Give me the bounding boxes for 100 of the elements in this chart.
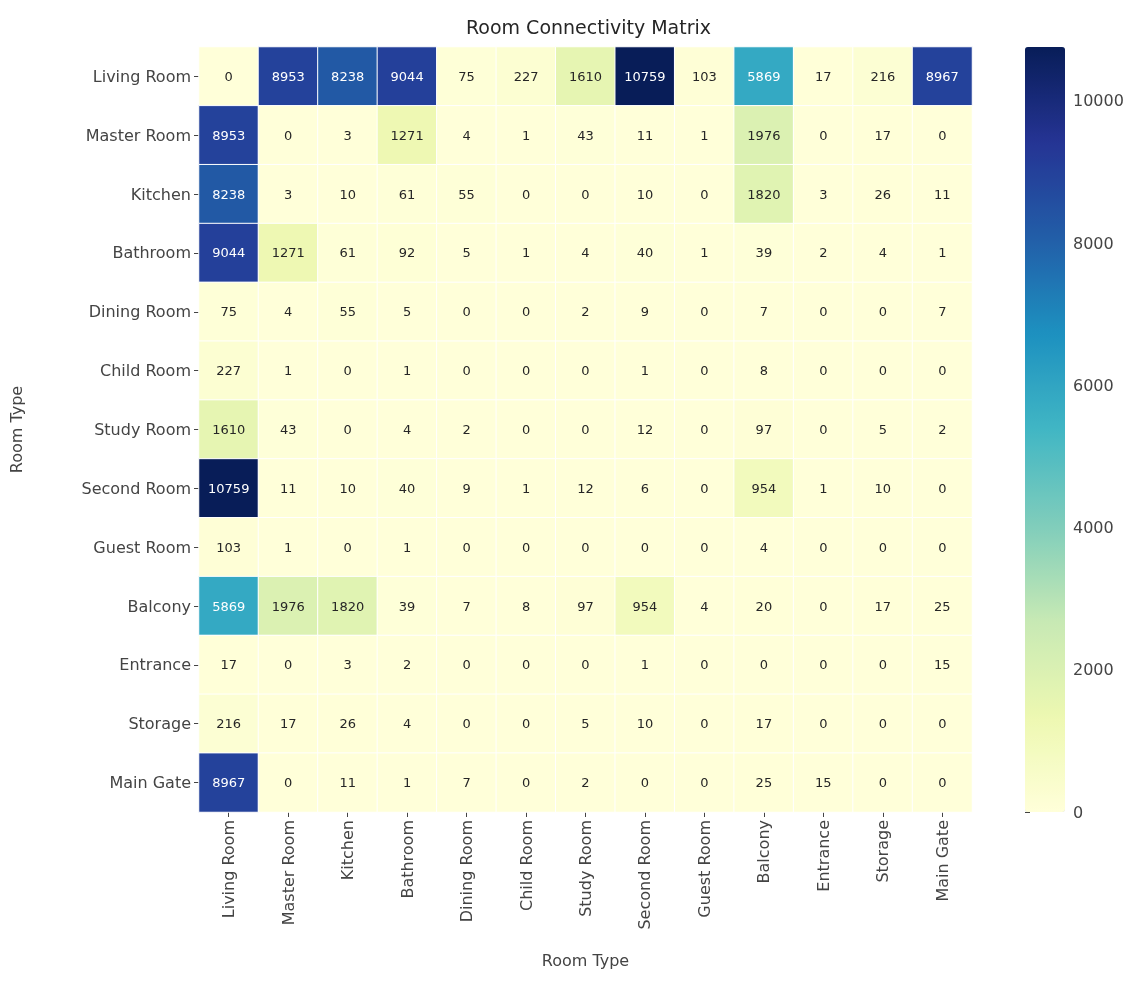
data-label: 15 xyxy=(934,657,951,673)
data-label: 0 xyxy=(700,775,709,791)
data-label: 227 xyxy=(513,68,539,84)
data-label: 0 xyxy=(343,539,352,555)
data-label: 8238 xyxy=(212,186,246,202)
data-label: 1 xyxy=(700,245,709,261)
data-label: 0 xyxy=(819,716,828,732)
data-label: 5 xyxy=(581,716,590,732)
data-label: 0 xyxy=(878,716,887,732)
data-label: 4 xyxy=(402,422,412,437)
data-label: 20 xyxy=(755,598,773,614)
data-label: 103 xyxy=(692,68,717,84)
x-tick-label: Kitchen xyxy=(338,820,358,881)
data-label: 97 xyxy=(577,598,594,614)
data-label: 3 xyxy=(343,127,352,143)
data-label: 0 xyxy=(521,716,531,732)
data-label: 0 xyxy=(819,422,828,437)
data-label: 1271 xyxy=(271,245,305,261)
data-label: 0 xyxy=(878,657,887,673)
y-tick-label: Dining Room xyxy=(88,302,191,322)
data-label: 0 xyxy=(640,775,650,791)
data-label: 0 xyxy=(521,186,531,202)
data-label: 0 xyxy=(343,363,352,379)
data-label: 10 xyxy=(874,480,892,496)
chart-title: Room Connectivity Matrix xyxy=(465,15,712,38)
data-label: 1820 xyxy=(331,598,365,614)
color-bar-label: 4000 xyxy=(1073,518,1114,538)
data-label: 0 xyxy=(521,539,531,555)
data-label: 4 xyxy=(462,127,471,143)
data-label: 1 xyxy=(521,480,531,496)
x-tick-label: Entrance xyxy=(813,820,833,892)
data-label: 3 xyxy=(284,186,293,202)
data-label: 5 xyxy=(402,304,412,320)
y-tick-label: Master Room xyxy=(85,125,191,145)
color-bar-label: 0 xyxy=(1073,802,1084,822)
data-label: 61 xyxy=(398,186,416,202)
data-label: 1 xyxy=(938,245,947,261)
data-label: 2 xyxy=(938,422,947,437)
data-label: 5 xyxy=(462,245,471,261)
data-label: 17 xyxy=(874,127,892,143)
data-label: 0 xyxy=(462,304,471,320)
data-label: 0 xyxy=(700,304,709,320)
data-label: 0 xyxy=(700,186,709,202)
y-tick-label: Guest Room xyxy=(93,537,191,557)
data-label: 0 xyxy=(938,363,947,379)
data-label: 1271 xyxy=(390,127,424,143)
color-bar-label: 8000 xyxy=(1073,233,1114,253)
data-label: 92 xyxy=(398,245,416,261)
data-label: 17 xyxy=(279,716,297,732)
y-tick-label: Living Room xyxy=(92,66,191,86)
data-label: 7 xyxy=(462,598,471,614)
data-label: 10759 xyxy=(208,480,250,496)
data-label: 4 xyxy=(284,304,293,320)
data-label: 17 xyxy=(220,657,237,673)
data-label: 43 xyxy=(577,127,594,143)
data-label: 1 xyxy=(284,539,293,555)
data-label: 0 xyxy=(819,304,828,320)
x-tick-label: Balcony xyxy=(754,820,774,884)
data-label: 216 xyxy=(216,716,242,732)
data-label: 0 xyxy=(938,539,947,555)
data-label: 25 xyxy=(755,775,773,791)
x-tick-label: Master Room xyxy=(278,820,298,926)
data-label: 8953 xyxy=(212,127,246,143)
data-label: 1 xyxy=(402,775,412,791)
data-label: 0 xyxy=(521,422,531,437)
data-label: 7 xyxy=(759,304,769,320)
data-label: 0 xyxy=(284,775,293,791)
data-label: 1610 xyxy=(212,422,246,437)
data-label: 0 xyxy=(878,304,887,320)
data-label: 0 xyxy=(938,127,947,143)
data-label: 4 xyxy=(700,598,709,614)
x-tick-label: Main Gate xyxy=(932,820,952,902)
x-tick-label: Storage xyxy=(873,820,893,883)
data-label: 26 xyxy=(874,186,892,202)
data-label: 1820 xyxy=(747,186,781,202)
data-label: 954 xyxy=(632,598,658,614)
data-label: 0 xyxy=(581,186,590,202)
data-label: 8953 xyxy=(271,68,305,84)
data-label: 11 xyxy=(636,127,654,143)
y-tick-label: Study Room xyxy=(94,420,191,439)
data-label: 0 xyxy=(521,775,531,791)
data-label: 40 xyxy=(636,245,654,261)
data-label: 1 xyxy=(284,363,293,379)
data-label: 55 xyxy=(339,304,356,320)
data-label: 1 xyxy=(521,245,531,261)
data-label: 2 xyxy=(581,304,590,320)
y-tick-label: Main Gate xyxy=(109,773,191,793)
data-label: 17 xyxy=(815,68,832,84)
data-label: 0 xyxy=(521,304,531,320)
x-tick-label: Second Room xyxy=(635,820,655,930)
data-label: 0 xyxy=(938,775,947,791)
data-label: 10 xyxy=(339,186,356,202)
data-label: 12 xyxy=(636,422,654,437)
data-label: 8967 xyxy=(212,775,246,791)
y-tick-label: Kitchen xyxy=(130,184,191,204)
data-label: 5869 xyxy=(747,68,781,84)
x-tick-label: Study Room xyxy=(576,820,595,917)
data-label: 0 xyxy=(700,716,709,732)
data-label: 2 xyxy=(819,245,828,261)
color-bar-label: 6000 xyxy=(1073,375,1114,395)
